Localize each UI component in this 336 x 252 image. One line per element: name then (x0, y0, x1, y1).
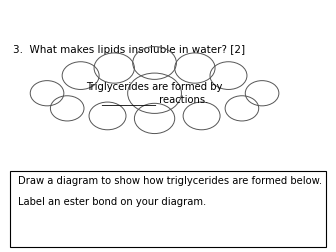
Circle shape (175, 53, 215, 83)
Text: ___________ reactions.: ___________ reactions. (101, 94, 208, 105)
Circle shape (128, 73, 181, 113)
Circle shape (225, 96, 259, 121)
Circle shape (245, 81, 279, 106)
Circle shape (50, 96, 84, 121)
Circle shape (94, 53, 134, 83)
Text: Triglycerides are formed by: Triglycerides are formed by (86, 82, 223, 92)
Circle shape (133, 47, 176, 79)
Text: Label an ester bond on your diagram.: Label an ester bond on your diagram. (18, 197, 207, 207)
Text: 3.  What makes lipids insoluble in water? [2]: 3. What makes lipids insoluble in water?… (13, 45, 246, 55)
Circle shape (30, 81, 64, 106)
FancyBboxPatch shape (10, 171, 326, 247)
Text: Draw a diagram to show how triglycerides are formed below.: Draw a diagram to show how triglycerides… (18, 176, 323, 186)
Circle shape (183, 102, 220, 130)
Circle shape (89, 102, 126, 130)
Circle shape (210, 62, 247, 89)
Circle shape (134, 103, 175, 134)
Circle shape (62, 62, 99, 89)
